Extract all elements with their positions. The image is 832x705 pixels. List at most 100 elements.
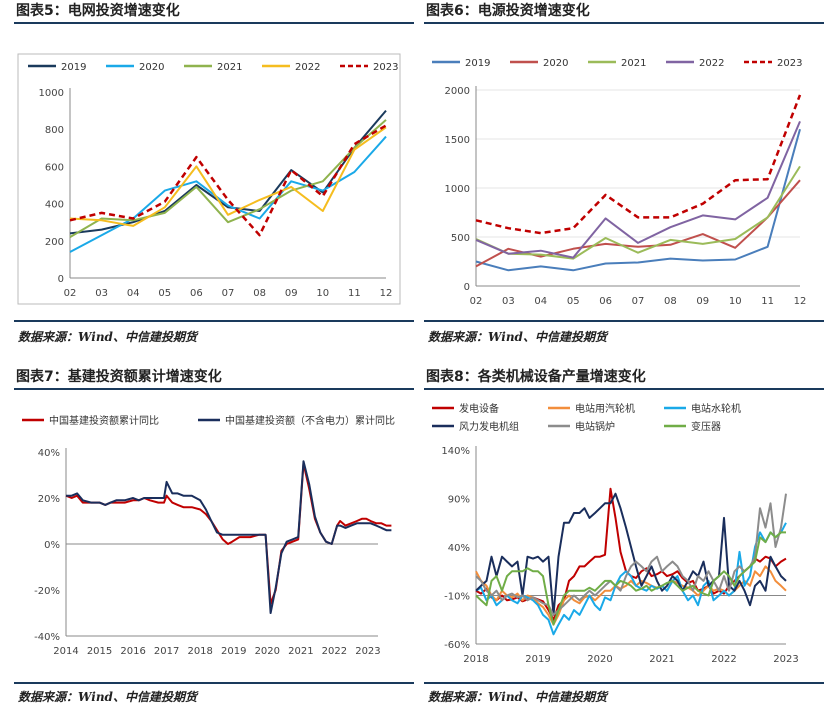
y-tick-label: 1000 [39, 88, 64, 99]
legend-label: 发电设备 [459, 402, 499, 415]
series-line [69, 135, 387, 253]
x-tick-label: 06 [599, 296, 612, 307]
y-tick-label: 1000 [445, 184, 470, 195]
data-source: 数据来源：Wind、中信建投期货 [18, 330, 197, 344]
x-tick-label: 2023 [773, 654, 798, 665]
x-tick-label: 10 [316, 288, 329, 299]
legend-label: 电站用汽轮机 [575, 402, 635, 415]
series-line [69, 124, 387, 237]
series-line [65, 462, 392, 605]
x-tick-label: 02 [470, 296, 483, 307]
data-source: 数据来源：Wind、中信建投期货 [428, 690, 607, 704]
y-tick-label: 0% [44, 540, 60, 551]
x-tick-label: 2017 [154, 646, 179, 657]
x-tick-label: 2015 [87, 646, 112, 657]
data-source: 数据来源：Wind、中信建投期货 [18, 690, 197, 704]
legend-label: 2020 [139, 62, 164, 73]
chart-area: 2019 2020 2021 2022 2023 0 500 1000 1500 2000 02 03… [424, 24, 824, 313]
legend-label: 2020 [543, 58, 568, 69]
legend-label: 2021 [621, 58, 646, 69]
grid-investment-chart: 2019 2020 2021 2022 2023 0 200 400 600 800 1000 02 0… [17, 53, 401, 305]
separator [424, 682, 824, 684]
chart-area: 发电设备 电站用汽轮机 电站水轮机 风力发电机组 电站锅炉 变压器 -60% -10% 40% 9… [424, 390, 824, 684]
separator [14, 320, 414, 322]
x-tick-label: 2019 [525, 654, 550, 665]
series-line [475, 493, 787, 616]
y-tick-label: 800 [45, 125, 64, 136]
x-tick-label: 02 [64, 288, 77, 299]
panel-infrastructure-investment: 图表7：基建投资额累计增速变化 中国基建投资额累计同比 中国基建投资额（不含电力）… [14, 366, 414, 684]
y-tick-label: 40% [38, 448, 60, 459]
panel-grid-investment: 图表5：电网投资增速变化 2019 2020 2021 2022 2023 0 200 400… [14, 0, 414, 313]
series-line [69, 126, 387, 227]
x-tick-label: 2018 [463, 654, 488, 665]
chart-area: 2019 2020 2021 2022 2023 0 200 400 600 800 1000 02 0… [14, 24, 414, 313]
chart-title: 图表5：电网投资增速变化 [14, 0, 414, 24]
x-tick-label: 2014 [53, 646, 78, 657]
y-tick-label: 140% [441, 446, 470, 457]
panel-machinery-output: 图表8：各类机械设备产量增速变化 发电设备 电站用汽轮机 电站水轮机 风力发电机组 电站… [424, 366, 824, 684]
y-tick-label: 20% [38, 494, 60, 505]
y-tick-label: -20% [34, 586, 60, 597]
y-tick-label: 0 [464, 282, 470, 293]
x-tick-label: 09 [696, 296, 709, 307]
chart-title: 图表6：电源投资增速变化 [424, 0, 824, 24]
legend-label: 中国基建投资额（不含电力）累计同比 [225, 414, 395, 427]
legend-label: 中国基建投资额累计同比 [49, 414, 159, 427]
x-tick-label: 08 [253, 288, 266, 299]
y-tick-label: 600 [45, 162, 64, 173]
chart-frame [17, 53, 401, 305]
data-source: 数据来源：Wind、中信建投期货 [428, 330, 607, 344]
x-tick-label: 2018 [187, 646, 212, 657]
series-line [475, 522, 787, 636]
legend-label: 2019 [465, 58, 490, 69]
x-tick-label: 2023 [355, 646, 380, 657]
series-line [475, 128, 801, 272]
separator [424, 320, 824, 322]
separator [14, 682, 414, 684]
infrastructure-chart: 中国基建投资额累计同比 中国基建投资额（不含电力）累计同比 -40% -20% 0% 20… [22, 414, 395, 657]
x-tick-label: 07 [632, 296, 645, 307]
chart-title: 图表8：各类机械设备产量增速变化 [424, 366, 824, 390]
x-tick-label: 04 [534, 296, 547, 307]
x-tick-label: 03 [95, 288, 108, 299]
x-tick-label: 2021 [649, 654, 674, 665]
series-line [475, 165, 801, 260]
series-line [475, 94, 802, 235]
y-tick-label: -10% [444, 592, 470, 603]
x-tick-label: 05 [567, 296, 580, 307]
x-tick-label: 12 [380, 288, 393, 299]
series-line [475, 531, 786, 626]
x-tick-label: 11 [761, 296, 774, 307]
y-tick-label: 0 [58, 274, 64, 285]
legend-label: 2019 [61, 62, 86, 73]
x-tick-label: 11 [348, 288, 361, 299]
y-tick-label: 1500 [445, 135, 470, 146]
y-tick-label: 90% [448, 495, 470, 506]
x-tick-label: 06 [190, 288, 203, 299]
y-tick-label: 500 [451, 233, 470, 244]
series-line [475, 492, 787, 616]
y-tick-label: 200 [45, 237, 64, 248]
x-tick-label: 2016 [120, 646, 145, 657]
x-tick-label: 04 [127, 288, 140, 299]
series-line [66, 460, 392, 614]
chart-area: 中国基建投资额累计同比 中国基建投资额（不含电力）累计同比 -40% -20% 0% 20… [14, 390, 414, 684]
x-tick-label: 2019 [221, 646, 246, 657]
legend-label: 电站锅炉 [575, 420, 615, 433]
series-line [69, 119, 387, 238]
x-tick-label: 07 [222, 288, 235, 299]
x-tick-label: 10 [729, 296, 742, 307]
power-investment-chart: 2019 2020 2021 2022 2023 0 500 1000 1500 2000 02 03… [432, 58, 806, 307]
x-tick-label: 2022 [711, 654, 736, 665]
legend-label: 2023 [373, 62, 398, 73]
series-line [475, 121, 801, 259]
y-tick-label: -60% [444, 640, 470, 651]
legend-label: 风力发电机组 [459, 420, 519, 433]
legend-label: 2022 [295, 62, 320, 73]
y-tick-label: -40% [34, 632, 60, 643]
x-tick-label: 2020 [587, 654, 612, 665]
legend-label: 变压器 [691, 420, 721, 433]
x-tick-label: 08 [664, 296, 677, 307]
panel-power-investment: 图表6：电源投资增速变化 2019 2020 2021 2022 2023 0 500 100… [424, 0, 824, 313]
